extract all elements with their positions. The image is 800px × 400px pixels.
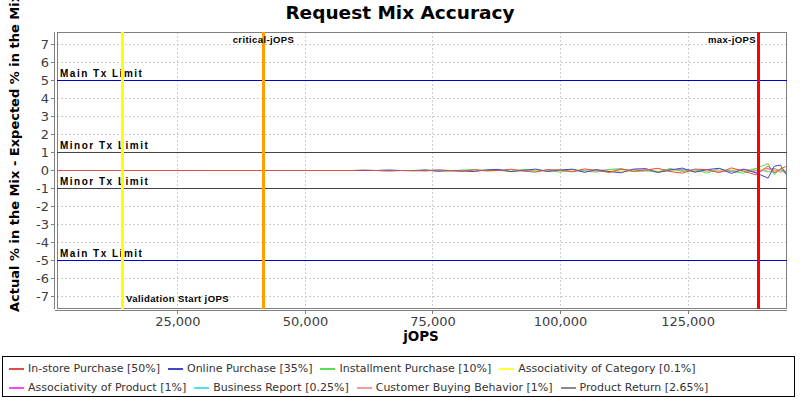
request-mix-accuracy-chart: Request Mix Accuracy Actual % in the Mix… — [0, 0, 800, 400]
legend-item: Business Report [0.25%] — [194, 381, 349, 394]
marker-label: Validation Start jOPS — [126, 293, 229, 304]
y-tick-label: -3 — [36, 217, 49, 232]
y-tick-label: -6 — [36, 271, 49, 286]
legend-item-label: Customer Buying Behavior [1%] — [376, 381, 553, 394]
legend-item: Installment Purchase [10%] — [320, 362, 491, 375]
y-tick-label: -4 — [36, 235, 49, 250]
x-axis-title: jOPS — [321, 328, 521, 344]
legend-item-label: Business Report [0.25%] — [213, 381, 349, 394]
limit-label: Minor Tx Limit — [60, 176, 149, 187]
y-tick-label: 0 — [41, 163, 49, 178]
legend-swatch — [168, 368, 183, 370]
limit-label: Main Tx Limit — [60, 248, 143, 259]
legend-row: In-store Purchase [50%] Online Purchase [… — [9, 359, 794, 378]
legend-swatch — [561, 387, 576, 389]
marker-label: max-jOPS — [708, 34, 756, 45]
legend: In-store Purchase [50%] Online Purchase [… — [2, 356, 795, 397]
y-tick-label: -2 — [36, 199, 49, 214]
y-tick-label: 4 — [41, 91, 49, 106]
limit-label: Minor Tx Limit — [60, 140, 149, 151]
y-tick-label: 5 — [41, 73, 49, 88]
x-tick-label: 75,000 — [410, 314, 456, 329]
legend-item-label: Installment Purchase [10%] — [339, 362, 491, 375]
x-tick-label: 125,000 — [661, 314, 715, 329]
legend-item: Customer Buying Behavior [1%] — [357, 381, 553, 394]
y-tick-label: 1 — [41, 145, 49, 160]
legend-swatch — [194, 387, 209, 389]
legend-swatch — [320, 368, 335, 370]
marker-label: critical-jOPS — [233, 34, 295, 45]
legend-item-label: Associativity of Category [0.1%] — [518, 362, 695, 375]
y-tick-label: 7 — [41, 37, 49, 52]
legend-item: In-store Purchase [50%] — [9, 362, 160, 375]
legend-swatch — [9, 387, 24, 389]
y-tick-label: -7 — [36, 289, 49, 304]
legend-swatch — [9, 368, 24, 370]
x-tick-label: 25,000 — [155, 314, 201, 329]
legend-item: Associativity of Category [0.1%] — [499, 362, 695, 375]
y-tick-label: -1 — [36, 181, 49, 196]
x-tick-label: 50,000 — [283, 314, 329, 329]
y-tick-label: 2 — [41, 127, 49, 142]
legend-item-label: Online Purchase [35%] — [187, 362, 312, 375]
legend-item-label: In-store Purchase [50%] — [28, 362, 160, 375]
legend-swatch — [357, 387, 372, 389]
legend-item: Product Return [2.65%] — [561, 381, 709, 394]
limit-label: Main Tx Limit — [60, 68, 143, 79]
legend-swatch — [499, 368, 514, 370]
legend-item-label: Product Return [2.65%] — [580, 381, 709, 394]
legend-item-label: Associativity of Product [1%] — [28, 381, 186, 394]
y-tick-label: 6 — [41, 55, 49, 70]
y-tick-label: -5 — [36, 253, 49, 268]
series-line — [58, 165, 786, 178]
legend-row: Associativity of Product [1%] Business Re… — [9, 378, 794, 397]
legend-item: Associativity of Product [1%] — [9, 381, 186, 394]
plot-area: -7 -6 -5 -4 -3 -2 -1 0 1 2 3 4 5 6 7 25,000 50,000 75,000… — [0, 0, 800, 352]
x-tick-label: 100,000 — [534, 314, 588, 329]
legend-item: Online Purchase [35%] — [168, 362, 312, 375]
y-tick-label: 3 — [41, 109, 49, 124]
